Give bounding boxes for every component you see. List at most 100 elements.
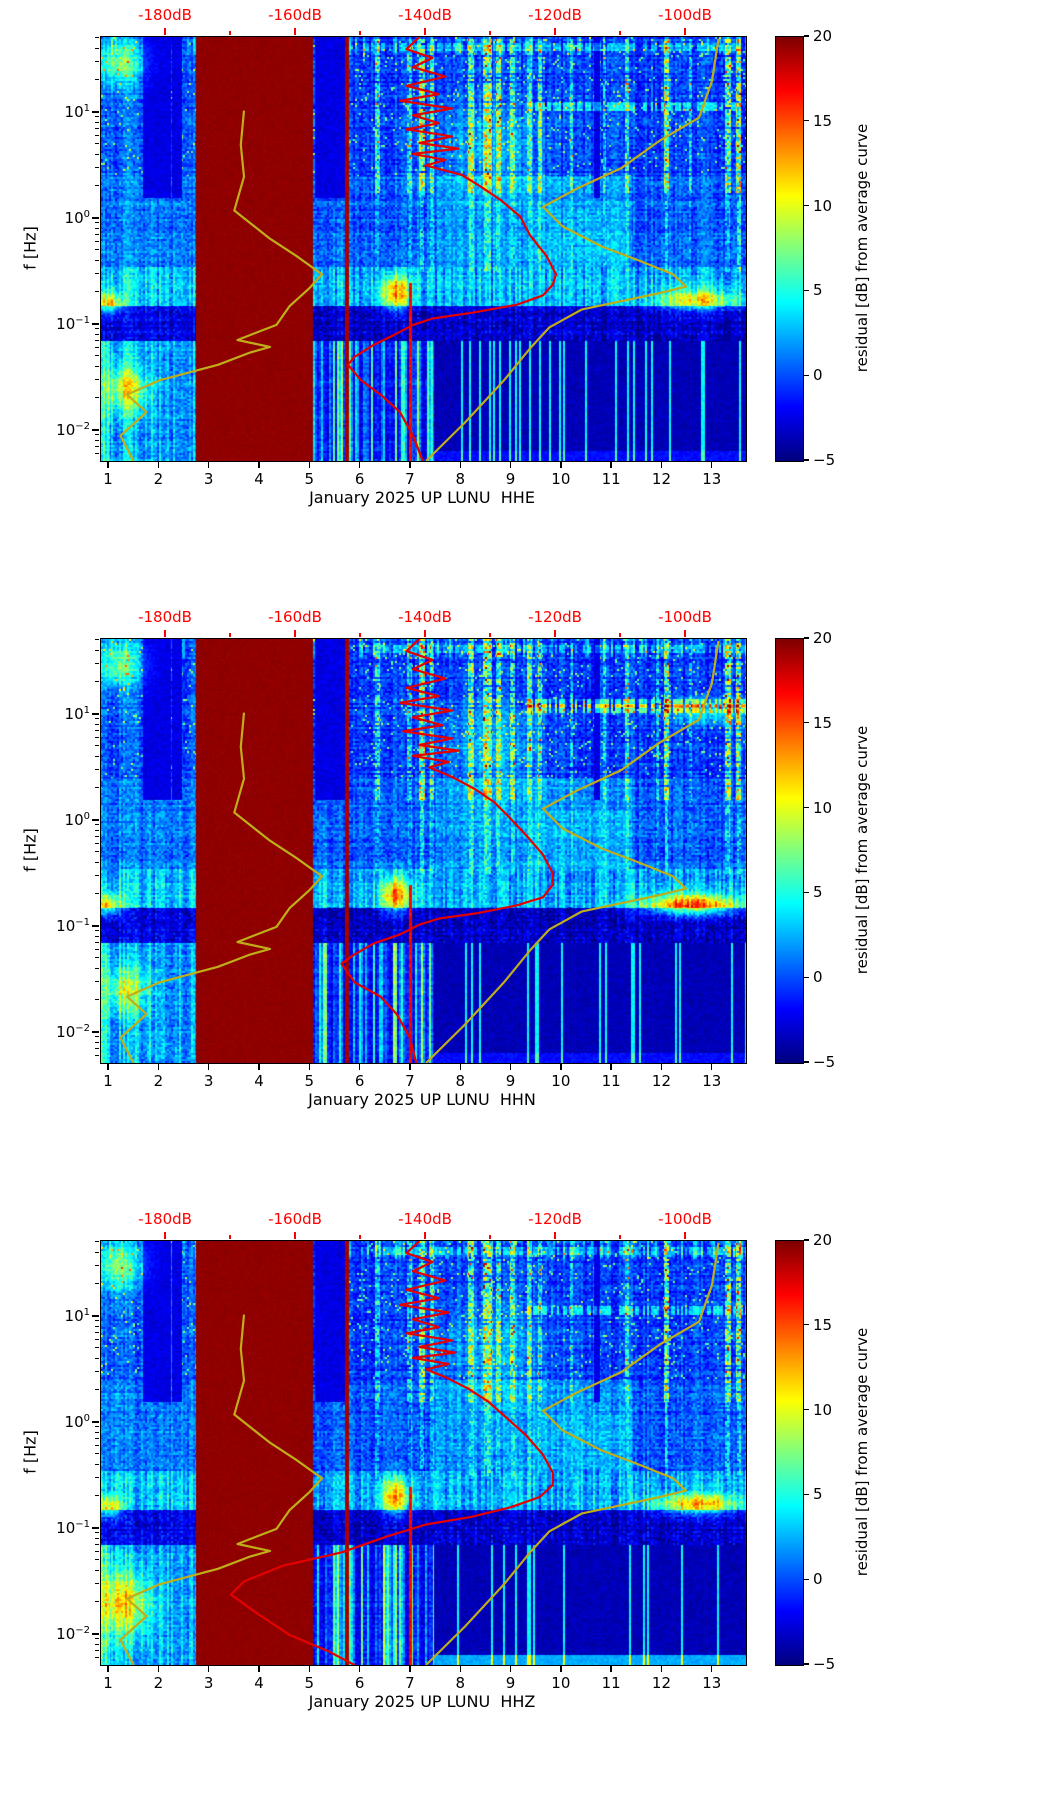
y-minor-tick [95,1389,99,1391]
x-tick [409,462,411,468]
y-minor-tick [95,1656,99,1658]
y-minor-tick [95,240,99,242]
colorbar-tick [804,1408,809,1411]
colorbar-tick [804,722,809,724]
y-minor-tick [95,60,99,62]
y-minor-tick [95,729,99,731]
x-axis-title: January 2025 UP LUNU HHN [308,1090,536,1109]
x-tick [207,462,210,468]
y-minor-tick [95,1251,99,1253]
colorbar-tick-label: −5 [813,451,836,469]
high-noise-model-curve [425,38,720,461]
y-minor-tick [95,1559,99,1561]
top-db-label: -120dB [528,608,582,626]
high-noise-model-curve [425,640,720,1063]
x-tick-label: 5 [304,1072,315,1090]
y-tick-label: 10−2 [56,420,90,439]
colorbar-tick-label: 15 [813,111,833,130]
spectrogram-panel-hhz: f [Hz] January 2025 UP LUNU HHZ residual… [0,1204,1052,1806]
y-tick [92,1527,99,1529]
x-axis-title: January 2025 UP LUNU HHE [309,488,535,507]
plot-area [100,1240,747,1666]
x-tick-label: 2 [153,1072,164,1090]
colorbar-tick [804,120,809,122]
spectrogram-canvas [101,37,746,461]
y-tick-label: 100 [64,1412,90,1431]
colorbar-tick-label: 20 [813,27,833,45]
y-minor-tick [95,1036,99,1038]
y-tick-label: 100 [64,208,90,227]
y-minor-tick [95,723,99,725]
top-db-label: -140dB [398,608,452,626]
y-minor-tick [95,980,99,982]
y-minor-tick [95,649,99,651]
x-tick [308,1666,310,1672]
y-tick [92,713,99,715]
top-db-minor-tick [489,31,491,35]
plot-area [100,638,747,1064]
y-tick [92,429,99,431]
x-tick [358,1064,361,1070]
colorbar-tick [804,35,809,37]
y-minor-tick [95,378,99,380]
x-tick-label: 12 [651,1072,672,1090]
y-minor-tick [95,842,99,844]
top-db-minor-tick [489,1235,491,1239]
y-tick-label: 100 [64,810,90,829]
y-minor-tick [95,1582,99,1584]
y-minor-tick [95,434,99,436]
x-tick-label: 1 [103,470,113,488]
colorbar-tick-label: 20 [813,629,833,647]
x-tick-label: 11 [601,1072,621,1090]
x-tick-label: 12 [651,1674,672,1692]
y-minor-tick [95,1357,99,1359]
y-minor-tick [95,745,99,747]
y-minor-tick [95,1047,99,1049]
x-tick-label: 4 [254,1674,264,1692]
y-minor-tick [95,662,99,664]
y-tick-label: 10−1 [56,916,90,935]
curves-overlay [119,37,720,461]
colorbar-tick-label: 20 [813,1231,833,1249]
y-minor-tick [95,1054,99,1056]
top-db-tick [424,630,426,637]
x-tick [107,462,109,468]
x-tick [560,462,562,468]
top-db-label: -160dB [268,6,322,24]
y-minor-tick [95,948,99,950]
spectrogram-panel-hhe: f [Hz] January 2025 UP LUNU HHE residual… [0,0,1052,602]
y-minor-tick [95,1241,99,1243]
y-minor-tick [95,957,99,959]
x-tick-label: 10 [551,1674,571,1692]
colorbar-tick-label: 10 [813,798,833,817]
median-spectrum-curve [346,37,558,461]
x-tick-label: 6 [354,470,365,488]
y-minor-tick [95,47,99,49]
y-minor-tick [95,397,99,399]
spectrogram-canvas [101,639,746,1063]
y-minor-tick [95,1453,99,1455]
y-tick-label: 10−2 [56,1624,90,1643]
top-db-label: -160dB [268,608,322,626]
x-tick [711,1666,713,1672]
colorbar-tick [804,976,809,978]
y-tick-label: 101 [64,704,90,723]
y-minor-tick [95,1264,99,1266]
top-db-tick [684,630,686,637]
y-minor-tick [95,1444,99,1446]
y-axis-label: f [Hz] [20,226,40,270]
y-tick-label: 10−1 [56,1518,90,1537]
x-tick-label: 3 [203,470,214,488]
x-tick [560,1666,562,1672]
y-minor-tick [95,1643,99,1645]
x-tick-label: 8 [455,470,465,488]
colorbar-tick-label: 15 [813,1315,833,1334]
x-tick [157,462,160,468]
x-tick [157,1064,160,1070]
x-tick [409,1666,411,1672]
colorbar-tick-label: −5 [813,1655,836,1673]
x-tick-label: 2 [153,470,164,488]
x-tick [509,1666,512,1672]
colorbar-tick [804,1061,809,1063]
x-tick [610,462,612,468]
